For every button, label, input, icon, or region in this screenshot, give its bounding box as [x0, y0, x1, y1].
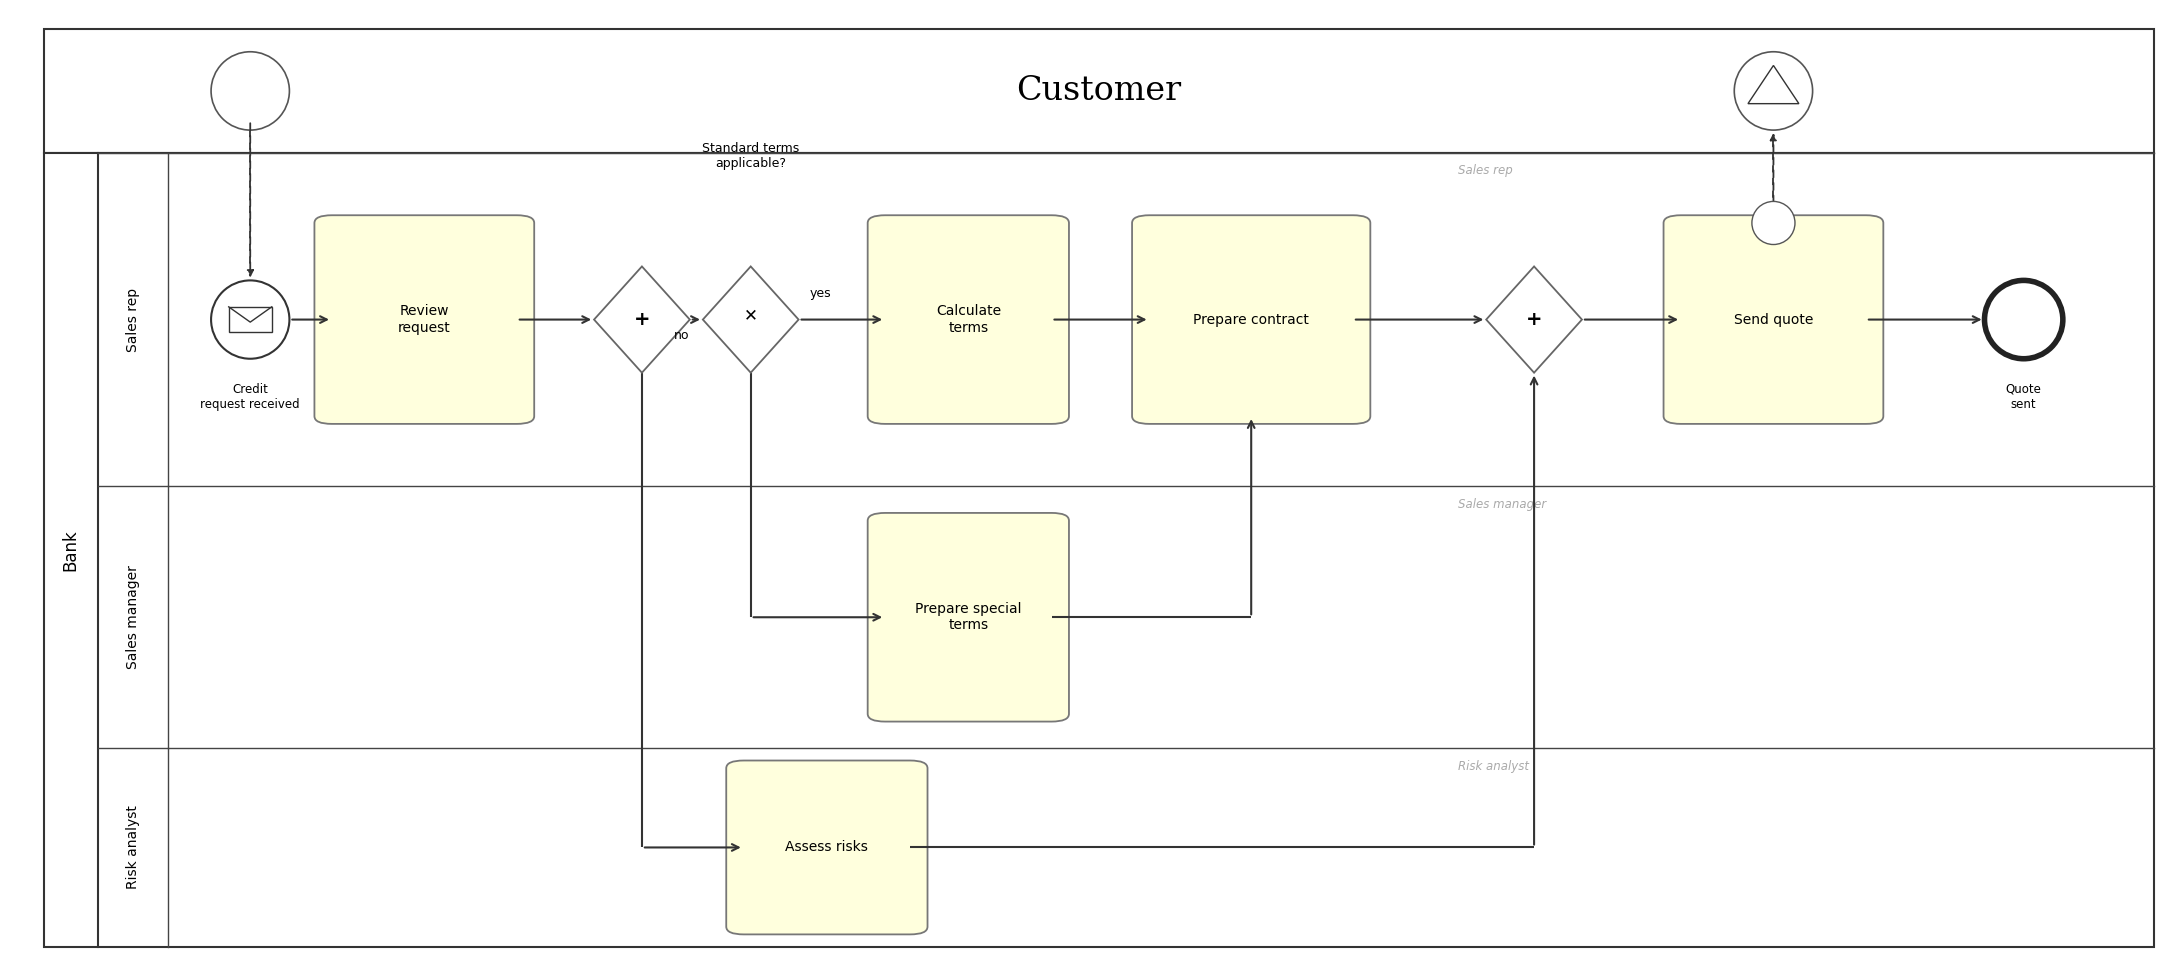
- Text: Sales rep: Sales rep: [1458, 164, 1512, 178]
- Ellipse shape: [1985, 280, 2063, 358]
- Text: Calculate
terms: Calculate terms: [936, 304, 1001, 334]
- Text: yes: yes: [809, 287, 831, 300]
- Ellipse shape: [211, 52, 289, 130]
- FancyBboxPatch shape: [313, 215, 535, 424]
- Ellipse shape: [1752, 202, 1795, 244]
- FancyBboxPatch shape: [868, 513, 1068, 722]
- Text: Prepare contract: Prepare contract: [1192, 313, 1310, 327]
- Text: Customer: Customer: [1016, 75, 1182, 107]
- Polygon shape: [1486, 267, 1582, 373]
- FancyBboxPatch shape: [44, 153, 2154, 947]
- Text: +: +: [633, 310, 651, 329]
- Polygon shape: [594, 267, 690, 373]
- FancyBboxPatch shape: [868, 215, 1068, 424]
- Text: +: +: [1525, 310, 1543, 329]
- Text: Assess risks: Assess risks: [786, 840, 868, 855]
- Text: Sales manager: Sales manager: [126, 565, 139, 669]
- Ellipse shape: [211, 280, 289, 358]
- Text: Quote
sent: Quote sent: [2006, 383, 2041, 411]
- Text: Sales rep: Sales rep: [126, 288, 139, 352]
- Ellipse shape: [1734, 52, 1813, 130]
- Polygon shape: [703, 267, 799, 373]
- Text: Risk analyst: Risk analyst: [126, 806, 139, 890]
- FancyBboxPatch shape: [44, 29, 2154, 153]
- Text: Bank: Bank: [61, 529, 81, 571]
- Polygon shape: [1747, 66, 1800, 103]
- Text: Standard terms
applicable?: Standard terms applicable?: [703, 142, 799, 170]
- FancyBboxPatch shape: [1662, 215, 1882, 424]
- FancyBboxPatch shape: [727, 760, 927, 934]
- FancyBboxPatch shape: [228, 307, 272, 332]
- Text: Prepare special
terms: Prepare special terms: [916, 602, 1021, 633]
- Text: no: no: [675, 329, 690, 342]
- Text: Risk analyst: Risk analyst: [1458, 760, 1530, 773]
- Text: Sales manager: Sales manager: [1458, 497, 1547, 511]
- Text: Credit
request received: Credit request received: [200, 383, 300, 411]
- Text: Review
request: Review request: [398, 304, 450, 334]
- Text: ✕: ✕: [744, 306, 757, 324]
- Text: Send quote: Send quote: [1734, 313, 1813, 327]
- FancyBboxPatch shape: [1132, 215, 1371, 424]
